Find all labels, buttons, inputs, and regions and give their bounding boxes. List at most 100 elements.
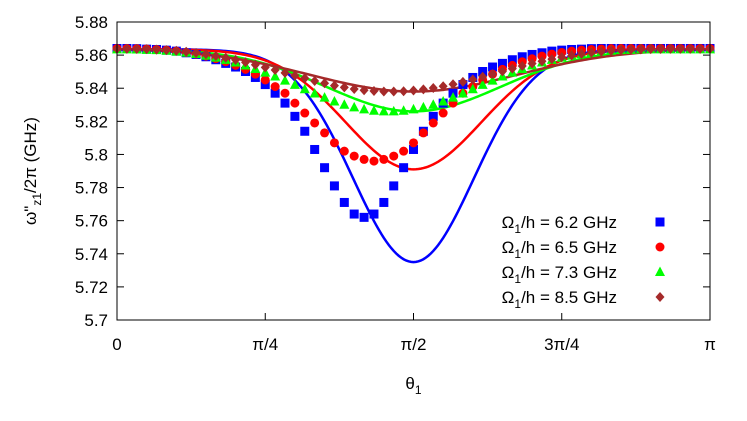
data-point [290,111,300,121]
data-point [388,105,399,116]
data-point [517,52,527,62]
data-point [665,43,675,54]
data-point [675,43,685,54]
data-point [428,118,438,128]
data-point [359,154,369,164]
data-point [142,44,152,55]
data-point [378,105,389,116]
series-markers [112,43,716,222]
data-point [369,156,379,166]
data-point [270,70,281,81]
data-point [428,99,439,109]
y-tick-label: 5.84 [75,79,108,98]
data-point [448,92,459,102]
data-point [467,83,478,94]
data-point [181,46,191,57]
data-point [487,75,498,85]
y-tick-label: 5.7 [84,311,108,330]
legend-label: Ω1/h = 6.5 GHz [502,238,617,261]
data-point [270,82,280,92]
data-point [161,45,171,56]
x-tick-label: π [704,335,716,354]
data-point [201,49,211,60]
data-point [438,108,448,118]
legend: Ω1/h = 6.2 GHz Ω1/h = 6.5 GHz Ω1/h = 7.3… [502,213,665,311]
data-point [418,101,429,112]
data-point [221,52,231,63]
data-point [547,54,557,65]
data-point [428,83,438,94]
data-point [369,209,379,219]
data-point [537,56,547,67]
data-point [695,43,705,54]
y-axis-title-post: /2π (GHz) [21,117,40,193]
data-point [488,62,498,72]
data-point [408,103,419,114]
data-point [497,66,507,77]
data-point [310,144,320,154]
data-point [339,82,349,93]
x-tick-label: 0 [112,335,121,354]
data-point [270,88,280,98]
legend-label: Ω1/h = 6.2 GHz [502,213,617,236]
y-tick-label: 5.78 [75,179,108,198]
legend-entry: Ω1/h = 7.3 GHz [502,263,665,286]
data-point [349,209,359,219]
data-point [290,70,300,81]
data-point [260,75,270,85]
legend-label: Ω1/h = 8.5 GHz [502,288,617,311]
series-curves [117,48,710,264]
data-point [488,69,498,80]
data-point [260,62,270,73]
data-point [577,48,587,59]
data-point [260,80,270,90]
data-point [379,86,389,97]
data-point [646,44,656,55]
data-point [527,58,537,69]
y-axis-title: ω"z1/2π (GHz) [21,117,44,225]
data-point [438,95,449,106]
data-point [191,47,201,58]
legend-marker [655,217,665,227]
data-point [349,84,359,95]
data-point [457,88,468,98]
data-point [537,51,547,61]
data-point [409,85,419,96]
data-point [399,86,409,97]
legend-entry: Ω1/h = 6.2 GHz [502,213,665,236]
data-point [329,138,339,148]
data-point [289,79,300,89]
y-tick-label: 5.72 [75,278,108,297]
data-point [122,43,132,54]
data-point [458,76,468,87]
series-points [112,43,715,222]
data-point [240,57,250,68]
data-point [231,54,241,65]
data-point [310,75,320,86]
data-point [132,43,142,54]
y-tick-labels: 5.7 5.72 5.74 5.76 5.78 5.8 5.82 5.84 5.86 5.88 [75,13,108,330]
legend-entry: Ω1/h = 6.5 GHz [502,238,665,261]
legend-marker [655,242,665,252]
data-point [349,151,359,161]
x-axis-title-main: θ [405,374,414,393]
data-point [497,58,507,68]
data-point [438,81,448,92]
plot-frame [116,21,711,321]
data-point [478,71,488,82]
y-axis-title-pre: ω" [21,206,40,225]
x-tick-label: π/4 [252,335,278,354]
data-point [349,101,360,112]
data-point [359,212,369,222]
legend-marker [655,266,665,276]
data-point [507,63,517,74]
data-point [379,197,389,207]
data-point [319,92,330,102]
data-point [320,78,330,89]
data-point [359,103,370,114]
data-point [626,44,636,55]
data-point [280,75,291,85]
data-point [310,118,320,128]
data-point [399,146,409,156]
data-point [339,99,350,109]
